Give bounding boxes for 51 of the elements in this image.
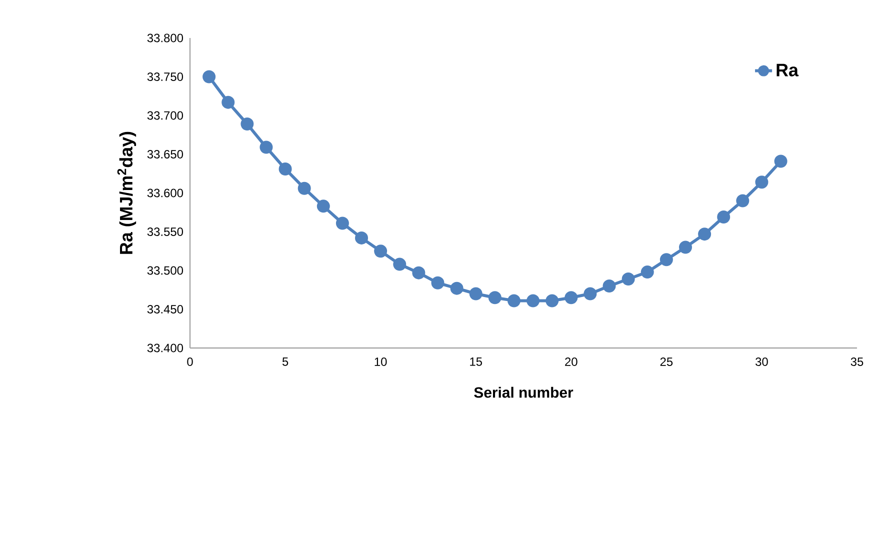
x-tick-label: 5 bbox=[282, 358, 288, 366]
point bbox=[450, 282, 464, 295]
x-tick-label: 30 bbox=[756, 358, 768, 366]
y-tick-label: 33.400 bbox=[147, 344, 184, 352]
point bbox=[546, 294, 559, 308]
y-axis-title: Ra (MJ/m$^{2}$day) bbox=[117, 132, 136, 254]
y-tick-label: 33.800 bbox=[147, 34, 184, 42]
point bbox=[278, 162, 292, 176]
x-axis-title: Serial number bbox=[474, 386, 574, 398]
y-tick-label: 33.700 bbox=[147, 111, 184, 120]
point bbox=[202, 70, 216, 84]
point bbox=[316, 200, 330, 213]
x-tick-label: 25 bbox=[660, 358, 673, 366]
point bbox=[584, 287, 597, 300]
point bbox=[298, 182, 311, 195]
y-tick-label: 33.500 bbox=[147, 266, 184, 275]
point bbox=[412, 266, 426, 280]
point bbox=[488, 291, 502, 304]
point bbox=[374, 244, 388, 258]
point bbox=[222, 96, 235, 109]
x-tick-label: 10 bbox=[374, 358, 387, 366]
point bbox=[260, 140, 273, 154]
point bbox=[602, 280, 616, 292]
point bbox=[393, 258, 406, 271]
point bbox=[469, 287, 482, 300]
point bbox=[698, 228, 712, 241]
point bbox=[736, 194, 750, 208]
x-tick-label: 35 bbox=[850, 358, 864, 366]
point bbox=[507, 294, 520, 308]
x-tick-label: 0 bbox=[187, 358, 193, 366]
y-tick-label: 33.550 bbox=[147, 228, 184, 236]
point bbox=[774, 154, 788, 168]
x-tick-label: 15 bbox=[470, 358, 482, 366]
x-tick-label: 20 bbox=[565, 358, 578, 366]
point bbox=[336, 216, 349, 230]
point bbox=[755, 176, 768, 189]
y-tick-label: 33.650 bbox=[147, 150, 184, 158]
y-tick-label: 33.750 bbox=[147, 72, 184, 81]
point bbox=[717, 210, 730, 224]
point bbox=[622, 272, 635, 286]
point bbox=[526, 294, 540, 308]
y-tick-label: 33.600 bbox=[147, 188, 184, 198]
point bbox=[678, 240, 692, 254]
point bbox=[660, 253, 673, 266]
y-tick-label: 33.450 bbox=[147, 305, 184, 314]
point bbox=[564, 291, 578, 304]
point bbox=[431, 276, 444, 290]
point bbox=[640, 266, 654, 279]
legend-label: Ra bbox=[776, 64, 799, 76]
point bbox=[355, 231, 368, 244]
point bbox=[240, 118, 254, 131]
